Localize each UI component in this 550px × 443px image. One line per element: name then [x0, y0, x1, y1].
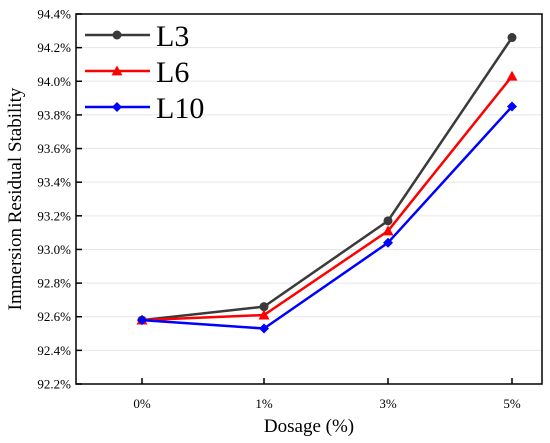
data-point-l10	[507, 101, 517, 112]
y-tick-label: 94.0%	[37, 74, 71, 89]
y-tick-label: 92.8%	[37, 276, 71, 291]
data-point-l10	[137, 315, 147, 326]
legend-label-l3: L3	[156, 20, 189, 53]
legend-label-l10: L10	[156, 92, 204, 125]
series-layer	[136, 33, 518, 334]
data-point-l10	[259, 323, 269, 334]
grid-lines	[76, 47, 542, 351]
series-line-l10	[141, 105, 513, 330]
series-line-l3	[141, 36, 514, 322]
y-tick-label: 92.4%	[37, 343, 71, 358]
y-tick-label: 93.8%	[37, 107, 71, 122]
data-point-l10	[383, 237, 393, 248]
y-tick-label: 93.6%	[37, 141, 71, 156]
legend-marker-l3	[112, 30, 122, 40]
y-tick-label: 93.2%	[37, 208, 71, 223]
data-point-l6	[506, 70, 518, 81]
data-point-l6	[258, 309, 270, 320]
x-tick-label: 1%	[255, 396, 273, 411]
y-tick-label: 93.4%	[37, 175, 71, 190]
data-point-l6	[382, 225, 394, 236]
data-point-l3	[507, 33, 517, 43]
series-line-l6	[141, 75, 513, 322]
data-point-l3	[383, 216, 393, 226]
legend-marker-l6	[111, 65, 123, 76]
y-tick-label: 94.4%	[37, 7, 71, 22]
y-tick-label: 93.0%	[37, 242, 71, 257]
series-l10	[137, 101, 517, 334]
y-tick-label: 94.2%	[37, 40, 71, 55]
x-axis-title: Dosage (%)	[264, 416, 354, 437]
y-axis: 92.2% 92.4% 92.6% 92.8% 93.0% 93.2% 93.4% 93.6%…	[37, 7, 82, 392]
y-tick-label: 92.2%	[37, 377, 71, 392]
y-tick-label: 92.6%	[37, 309, 71, 324]
x-axis: 0% 1% 3% 5%	[133, 378, 521, 411]
x-tick-label: 0%	[133, 396, 151, 411]
plot-frame	[75, 13, 543, 385]
legend-marker-l10	[112, 102, 122, 112]
series-l3	[137, 33, 517, 325]
x-tick-label: 3%	[379, 396, 397, 411]
y-axis-title: Immersion Residual Stability	[5, 87, 26, 310]
x-tick-label: 5%	[503, 396, 521, 411]
legend-label-l6: L6	[156, 56, 189, 89]
data-point-l3	[259, 302, 269, 312]
